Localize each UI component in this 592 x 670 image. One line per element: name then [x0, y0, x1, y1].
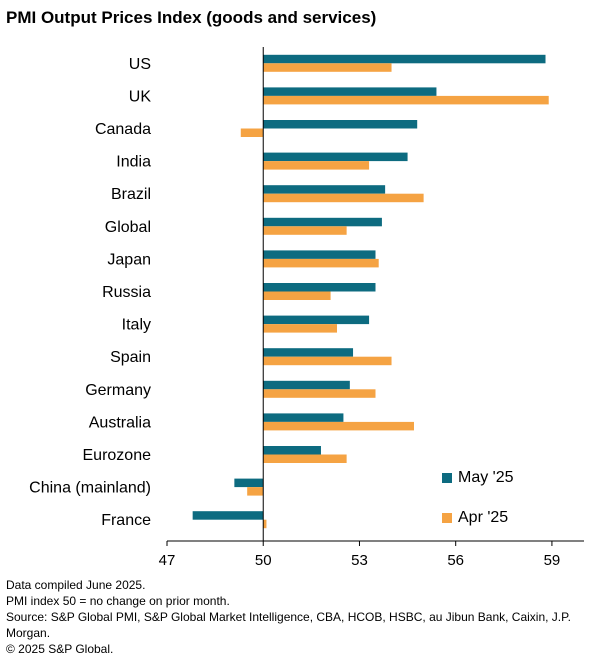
chart-title: PMI Output Prices Index (goods and servi… [6, 8, 377, 27]
legend-item-apr: Apr '25 [442, 509, 508, 527]
x-tick-label-50: 50 [255, 552, 272, 569]
bar-china-mainland-apr [247, 487, 264, 496]
category-label-russia: Russia [102, 284, 151, 301]
bar-italy-apr [263, 324, 338, 333]
category-label-japan: Japan [107, 251, 151, 268]
legend-label-apr: Apr '25 [458, 509, 509, 526]
legend-label-may: May '25 [458, 469, 514, 486]
note-source: Source: S&P Global PMI, S&P Global Marke… [6, 610, 571, 640]
category-label-us: US [129, 56, 151, 73]
bar-chart: US UK Canada India Brazil Global Japan Russia It… [29, 47, 584, 569]
category-label-uk: UK [129, 88, 152, 105]
bar-russia-apr [263, 291, 331, 300]
bar-us-may [263, 54, 546, 64]
bar-brazil-apr [263, 193, 424, 203]
bar-russia-may [263, 283, 376, 292]
bar-spain-may [263, 348, 354, 357]
note-definition: PMI index 50 = no change on prior month. [6, 594, 230, 608]
bar-germany-may [263, 380, 350, 390]
note-copyright: © 2025 S&P Global. [6, 642, 114, 656]
category-label-india: India [116, 154, 151, 171]
bar-australia-apr [263, 421, 414, 431]
category-label-france: France [101, 512, 151, 529]
x-tick-label-59: 59 [544, 552, 561, 569]
bar-japan-apr [263, 258, 379, 268]
bar-brazil-may [263, 185, 386, 194]
bar-france-may [192, 511, 264, 520]
category-label-eurozone: Eurozone [83, 447, 152, 464]
bar-global-apr [263, 226, 347, 235]
x-tick-label-53: 53 [351, 552, 368, 569]
bar-spain-apr [263, 356, 392, 366]
category-label-global: Global [105, 219, 151, 236]
legend-item-may: May '25 [442, 469, 514, 487]
note-compiled: Data compiled June 2025. [6, 578, 146, 592]
bar-italy-may [263, 315, 370, 325]
bar-china-mainland-may [234, 478, 264, 488]
category-label-italy: Italy [122, 317, 151, 334]
bar-canada-apr [240, 128, 264, 137]
bar-canada-may [263, 120, 418, 129]
bar-eurozone-apr [263, 454, 347, 463]
x-tick-label-56: 56 [447, 552, 464, 569]
category-label-germany: Germany [85, 382, 151, 399]
bar-france-apr [263, 519, 267, 529]
bar-uk-apr [263, 95, 549, 105]
bar-australia-may [263, 413, 344, 422]
bar-eurozone-may [263, 446, 321, 455]
legend-swatch-may [442, 473, 452, 483]
bar-india-apr [263, 161, 370, 170]
category-label-brazil: Brazil [111, 186, 151, 203]
bar-global-may [263, 217, 382, 227]
category-label-china-mainland: China (mainland) [29, 480, 151, 497]
bar-india-may [263, 152, 408, 162]
category-label-spain: Spain [110, 349, 151, 366]
bar-germany-apr [263, 389, 376, 398]
x-tick-label-47: 47 [159, 552, 176, 569]
chart-notes: Data compiled June 2025. PMI index 50 = … [6, 577, 586, 657]
bar-us-apr [263, 63, 392, 72]
bar-japan-may [263, 250, 376, 259]
legend-swatch-apr [442, 513, 452, 523]
category-label-australia: Australia [89, 414, 151, 431]
category-label-canada: Canada [95, 121, 151, 138]
bar-uk-may [263, 87, 437, 96]
